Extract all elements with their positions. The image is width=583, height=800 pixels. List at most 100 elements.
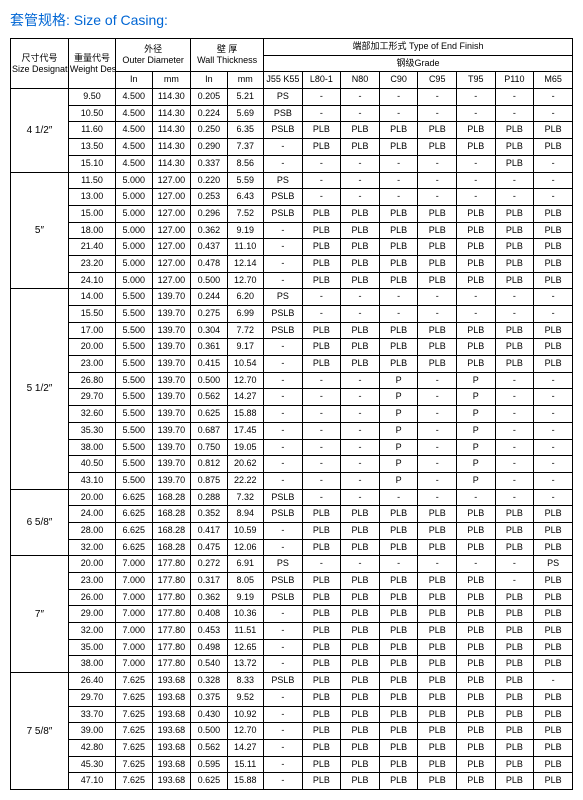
val-wm: 6.99 — [227, 306, 263, 323]
val-oi: 4.500 — [116, 122, 152, 139]
val-wm: 6.43 — [227, 189, 263, 206]
grade-cell: PLB — [341, 673, 380, 690]
grade-cell: - — [457, 89, 496, 106]
val-om: 168.28 — [152, 539, 191, 556]
grade-cell: PLB — [418, 689, 457, 706]
val-om: 193.68 — [152, 689, 191, 706]
grade-cell: - — [264, 739, 303, 756]
grade-cell: - — [264, 606, 303, 623]
grade-cell: PLB — [534, 139, 573, 156]
grade-cell: PLB — [457, 272, 496, 289]
grade-cell: - — [418, 89, 457, 106]
val-w: 15.50 — [68, 306, 115, 323]
val-wm: 22.22 — [227, 472, 263, 489]
grade-cell: PLB — [534, 272, 573, 289]
grade-cell: PLB — [302, 255, 341, 272]
grade-cell: - — [341, 172, 380, 189]
grade-cell: PSLB — [264, 322, 303, 339]
grade-cell: PLB — [457, 689, 496, 706]
grade-cell: - — [264, 522, 303, 539]
grade-cell: PLB — [495, 506, 534, 523]
grade-cell: - — [534, 89, 573, 106]
val-wm: 6.20 — [227, 289, 263, 306]
grade-cell: - — [534, 489, 573, 506]
val-wm: 12.14 — [227, 255, 263, 272]
val-wi: 0.375 — [191, 689, 227, 706]
grade-cell: PLB — [418, 139, 457, 156]
val-oi: 5.000 — [116, 255, 152, 272]
grade-cell: PLB — [379, 539, 418, 556]
grade-cell: PLB — [379, 623, 418, 640]
val-wm: 12.65 — [227, 639, 263, 656]
val-oi: 7.625 — [116, 689, 152, 706]
val-wm: 5.69 — [227, 105, 263, 122]
grade-cell: - — [264, 456, 303, 473]
val-w: 21.40 — [68, 239, 115, 256]
val-wi: 0.475 — [191, 539, 227, 556]
table-row: 29.707.625193.680.3759.52-PLBPLBPLBPLBPL… — [11, 689, 573, 706]
grade-cell: PLB — [418, 322, 457, 339]
val-wi: 0.595 — [191, 756, 227, 773]
val-w: 15.00 — [68, 205, 115, 222]
val-oi: 5.500 — [116, 339, 152, 356]
grade-cell: - — [264, 623, 303, 640]
grade-cell: - — [495, 105, 534, 122]
val-w: 14.00 — [68, 289, 115, 306]
val-wm: 8.94 — [227, 506, 263, 523]
grade-cell: P — [457, 456, 496, 473]
val-w: 20.00 — [68, 489, 115, 506]
grade-cell: - — [341, 389, 380, 406]
grade-cell: PLB — [341, 339, 380, 356]
grade-cell: PLB — [418, 589, 457, 606]
val-wm: 6.91 — [227, 556, 263, 573]
grade-cell: - — [302, 472, 341, 489]
grade-cell: PLB — [495, 222, 534, 239]
val-wi: 0.290 — [191, 139, 227, 156]
grade-cell: PLB — [495, 623, 534, 640]
grade-cell: PLB — [341, 239, 380, 256]
val-om: 139.70 — [152, 322, 191, 339]
val-wm: 12.70 — [227, 372, 263, 389]
grade-cell: - — [534, 456, 573, 473]
table-row: 23.005.500139.700.41510.54-PLBPLBPLBPLBP… — [11, 356, 573, 373]
table-row: 35.007.000177.800.49812.65-PLBPLBPLBPLBP… — [11, 639, 573, 656]
val-wm: 9.52 — [227, 689, 263, 706]
grade-cell: PLB — [302, 589, 341, 606]
grade-cell: PLB — [457, 506, 496, 523]
table-row: 5 1/2″14.005.500139.700.2446.20PS------- — [11, 289, 573, 306]
grade-cell: - — [418, 489, 457, 506]
grade-cell: PLB — [418, 773, 457, 790]
grade-cell: PLB — [418, 255, 457, 272]
val-wi: 0.244 — [191, 289, 227, 306]
val-wi: 0.500 — [191, 272, 227, 289]
table-row: 29.007.000177.800.40810.36-PLBPLBPLBPLBP… — [11, 606, 573, 623]
grade-cell: PLB — [534, 739, 573, 756]
grade-cell: - — [379, 289, 418, 306]
val-oi: 7.625 — [116, 773, 152, 790]
grade-cell: - — [302, 306, 341, 323]
grade-cell: PLB — [341, 739, 380, 756]
val-wm: 10.92 — [227, 706, 263, 723]
grade-cell: - — [534, 155, 573, 172]
grade-cell: PLB — [534, 773, 573, 790]
grade-cell: PLB — [495, 723, 534, 740]
val-om: 139.70 — [152, 339, 191, 356]
grade-cell: PLB — [457, 656, 496, 673]
val-om: 139.70 — [152, 372, 191, 389]
val-om: 193.68 — [152, 756, 191, 773]
grade-cell: PLB — [534, 606, 573, 623]
grade-cell: PLB — [457, 723, 496, 740]
val-oi: 7.000 — [116, 656, 152, 673]
table-row: 43.105.500139.700.87522.22---P-P-- — [11, 472, 573, 489]
grade-cell: PLB — [341, 522, 380, 539]
grade-cell: PLB — [495, 689, 534, 706]
grade-cell: - — [341, 372, 380, 389]
val-oi: 5.500 — [116, 389, 152, 406]
val-wi: 0.288 — [191, 489, 227, 506]
grade-cell: - — [302, 172, 341, 189]
table-row: 28.006.625168.280.41710.59-PLBPLBPLBPLBP… — [11, 522, 573, 539]
val-wm: 9.17 — [227, 339, 263, 356]
table-row: 38.005.500139.700.75019.05---P-P-- — [11, 439, 573, 456]
val-om: 177.80 — [152, 573, 191, 590]
val-wm: 15.11 — [227, 756, 263, 773]
